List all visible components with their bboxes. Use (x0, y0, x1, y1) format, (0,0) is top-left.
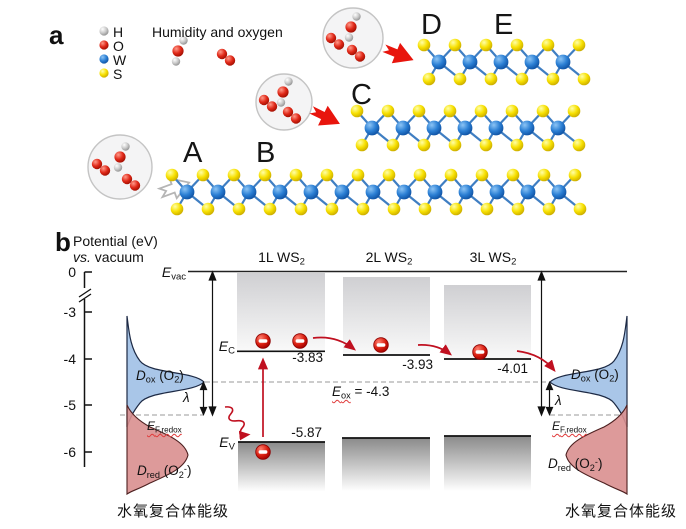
dred-distribution-right (565, 404, 628, 496)
site-label-b: B (256, 137, 276, 169)
ec-label: EC (218, 338, 235, 357)
dox-label-right: Dox (O2) (571, 367, 619, 384)
gray-outline-arrow (156, 177, 191, 201)
tick-0: 0 (68, 264, 76, 280)
oxygen-molecule-icon (216, 48, 236, 66)
column-title-3l: 3L WS2 (469, 249, 517, 268)
dox-label-left: Dox (O2) (136, 368, 184, 385)
ec-value-3l: -4.01 (497, 361, 528, 376)
axis-title-line2: vs. vacuum (73, 249, 144, 265)
dox-distribution-left (126, 315, 205, 428)
measure-arrows-left (199, 270, 217, 417)
lambda-label-left: λ (183, 390, 190, 405)
ec-lines (237, 350, 531, 360)
photon-squiggle-arrow (224, 406, 251, 441)
electron-transfer-arrows (312, 336, 556, 372)
molecule-bubble-bottom (87, 134, 153, 200)
evac-label: Evac (161, 264, 186, 283)
ev-value-1l: -5.87 (291, 425, 322, 440)
molecule-bubble-middle (255, 73, 313, 131)
valence-band-boxes (238, 436, 531, 497)
legend-label-o: O (113, 38, 124, 54)
ec-value-2l: -3.93 (402, 357, 433, 372)
legend-label-w: W (113, 52, 127, 68)
efredox-label-left: EF,redox (147, 419, 182, 435)
cn-caption-right: 水氧复合体能级 (565, 503, 678, 520)
ws2-lattice-middle-layer (349, 103, 586, 153)
tick-m3: -3 (63, 304, 76, 320)
dox-distribution-right (549, 315, 628, 428)
ev-label: EV (219, 434, 235, 453)
legend-label-s: S (113, 66, 123, 82)
dred-distribution-left (126, 404, 189, 496)
tick-m4: -4 (63, 351, 76, 367)
axis-break-icon (78, 288, 92, 303)
dred-label-left: Dred (O2-) (137, 463, 192, 480)
cn-caption-left: 水氧复合体能级 (117, 503, 230, 520)
legend-atom-icons (99, 26, 109, 78)
column-title-1l: 1L WS2 (258, 249, 305, 268)
red-arrow-top (379, 38, 418, 71)
panel-b-graphics (78, 270, 628, 497)
conduction-band-boxes (237, 273, 531, 359)
lambda-label-right: λ (555, 393, 562, 408)
column-title-2l: 2L WS2 (365, 249, 413, 268)
eox-label: Eox = -4.3 (332, 384, 390, 401)
site-label-c: C (351, 79, 372, 111)
panel-a-label: a (49, 20, 64, 50)
water-molecule-icon (171, 36, 188, 66)
ws2-lattice-top-layer (416, 37, 591, 87)
molecule-bubble-top (322, 7, 384, 69)
efredox-label-right: EF,redox (552, 419, 587, 435)
potential-axis (83, 271, 92, 467)
tick-m5: -5 (63, 397, 76, 413)
measure-arrows-right (537, 270, 554, 417)
panel-b-label: b (55, 227, 71, 257)
dred-label-right: Dred (O2-) (548, 456, 603, 473)
ws2-lattice-bottom-monolayer (164, 167, 587, 217)
legend-label-h: H (113, 24, 124, 40)
ec-value-1l: -3.83 (292, 350, 323, 365)
site-label-e: E (494, 9, 514, 41)
axis-title-line1: Potential (eV) (73, 233, 158, 249)
panel-a-title: Humidity and oxygen (152, 24, 283, 40)
panel-a-graphics (87, 7, 591, 217)
site-label-a: A (183, 137, 203, 169)
tick-m6: -6 (63, 444, 76, 460)
ev-lines (238, 435, 531, 443)
site-label-d: D (421, 9, 442, 41)
